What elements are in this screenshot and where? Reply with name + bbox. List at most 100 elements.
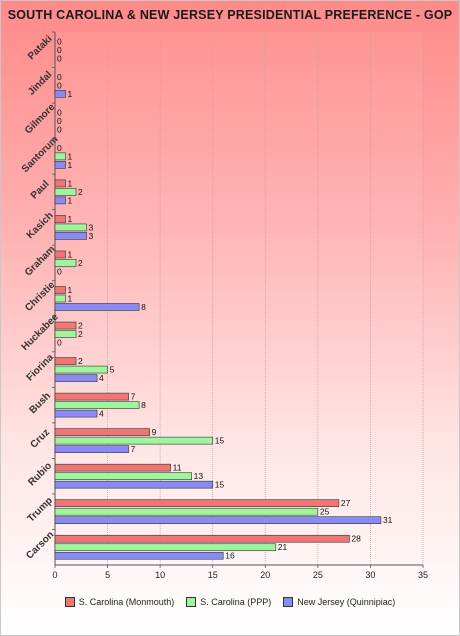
bar-quinnipiac [54, 303, 140, 311]
data-label-monmouth: 1 [68, 178, 73, 188]
data-label-quinnipiac: 3 [89, 231, 94, 241]
bar-ppp [54, 365, 108, 374]
data-label-monmouth: 0 [57, 107, 62, 117]
bar-ppp [54, 330, 77, 338]
x-tick-label: 15 [208, 570, 218, 580]
bar-monmouth [54, 286, 66, 294]
data-label-monmouth: 28 [351, 534, 361, 544]
legend-swatch-ppp [186, 597, 197, 607]
data-label-monmouth: 1 [68, 214, 73, 224]
data-label-quinnipiac: 7 [131, 444, 136, 454]
category-label: Pataki [26, 34, 55, 63]
bar-ppp [54, 543, 277, 552]
bar-quinnipiac [54, 161, 66, 169]
legend-swatch-quinnipiac [283, 597, 294, 607]
data-label-ppp: 15 [215, 436, 225, 446]
data-label-quinnipiac: 0 [57, 53, 62, 63]
bar-ppp [54, 436, 214, 445]
x-tick-label: 35 [418, 570, 428, 580]
bar-quinnipiac [54, 232, 87, 240]
category-label: Bush [28, 391, 53, 416]
category-label: Carson [24, 529, 56, 561]
data-label-ppp: 5 [110, 365, 115, 375]
category-label: Jindal [26, 69, 54, 97]
x-tick-label: 20 [260, 570, 270, 580]
data-label-ppp: 21 [278, 542, 288, 552]
bar-monmouth [54, 392, 129, 401]
bar-ppp [54, 223, 87, 232]
category-label: Christie [23, 279, 57, 313]
bar-monmouth [54, 534, 350, 543]
bar-quinnipiac [54, 480, 214, 489]
category-label: Paul [29, 179, 52, 202]
x-tick-label: 0 [52, 570, 57, 580]
chart-title: SOUTH CAROLINA & NEW JERSEY PRESIDENTIAL… [7, 8, 453, 22]
bar-ppp [54, 401, 140, 409]
data-label-monmouth: 2 [78, 321, 83, 331]
data-label-monmouth: 1 [68, 285, 73, 295]
data-label-monmouth: 2 [78, 356, 83, 366]
data-label-monmouth: 7 [131, 392, 136, 402]
data-label-ppp: 1 [68, 294, 73, 304]
bar-monmouth [54, 215, 66, 223]
bar-quinnipiac [54, 445, 129, 453]
bar-quinnipiac [54, 516, 382, 525]
data-label-quinnipiac: 0 [57, 338, 62, 348]
bar-monmouth [54, 321, 77, 330]
data-label-quinnipiac: 1 [68, 89, 73, 99]
category-label: Trump [26, 495, 55, 524]
data-label-ppp: 25 [320, 507, 330, 517]
data-label-ppp: 1 [68, 151, 73, 161]
legend-swatch-monmouth [64, 597, 75, 607]
legend-label-monmouth: S. Carolina (Monmouth) [78, 597, 175, 607]
bar-quinnipiac [54, 409, 98, 418]
data-label-quinnipiac: 16 [225, 551, 235, 561]
category-label: Rubio [26, 460, 54, 488]
bar-monmouth [54, 428, 150, 436]
bar-monmouth [54, 463, 171, 472]
data-label-ppp: 2 [78, 329, 83, 339]
x-tick-label: 5 [105, 570, 110, 580]
bar-ppp [54, 259, 77, 267]
bar-ppp [54, 152, 66, 161]
data-label-monmouth: 9 [152, 427, 157, 437]
bar-ppp [54, 188, 77, 196]
bar-monmouth [54, 499, 340, 508]
bar-quinnipiac [54, 196, 66, 205]
bar-quinnipiac [54, 90, 66, 98]
data-label-quinnipiac: 15 [215, 480, 225, 490]
data-label-ppp: 0 [57, 116, 62, 126]
data-label-monmouth: 11 [173, 463, 182, 473]
legend-item-ppp: S. Carolina (PPP) [186, 597, 271, 607]
data-label-ppp: 2 [78, 258, 83, 268]
data-label-quinnipiac: 1 [68, 160, 73, 170]
category-label: Fiorina [25, 352, 57, 384]
data-label-monmouth: 0 [57, 143, 62, 153]
data-label-ppp: 8 [141, 400, 146, 410]
x-tick-label: 10 [155, 570, 165, 580]
data-label-quinnipiac: 0 [57, 266, 62, 276]
category-label: Graham [23, 244, 58, 279]
bar-ppp [54, 294, 66, 303]
data-label-monmouth: 1 [68, 249, 73, 259]
bar-ppp [54, 507, 319, 516]
bar-monmouth [54, 357, 77, 365]
data-label-monmouth: 0 [57, 36, 62, 46]
data-label-ppp: 3 [89, 222, 94, 232]
bar-monmouth [54, 250, 66, 259]
bar-monmouth [54, 179, 66, 188]
data-label-quinnipiac: 0 [57, 124, 62, 134]
data-label-ppp: 0 [57, 80, 62, 90]
legend-label-ppp: S. Carolina (PPP) [200, 597, 272, 607]
data-label-quinnipiac: 1 [68, 195, 73, 205]
category-label: Cruz [28, 427, 52, 451]
data-label-ppp: 2 [78, 187, 83, 197]
data-label-quinnipiac: 8 [141, 302, 146, 312]
category-label: Kasich [25, 210, 56, 241]
legend-item-monmouth: S. Carolina (Monmouth) [64, 597, 175, 607]
category-label: Gilmore [23, 102, 58, 137]
bar-quinnipiac [54, 551, 224, 560]
data-label-quinnipiac: 4 [99, 409, 104, 419]
